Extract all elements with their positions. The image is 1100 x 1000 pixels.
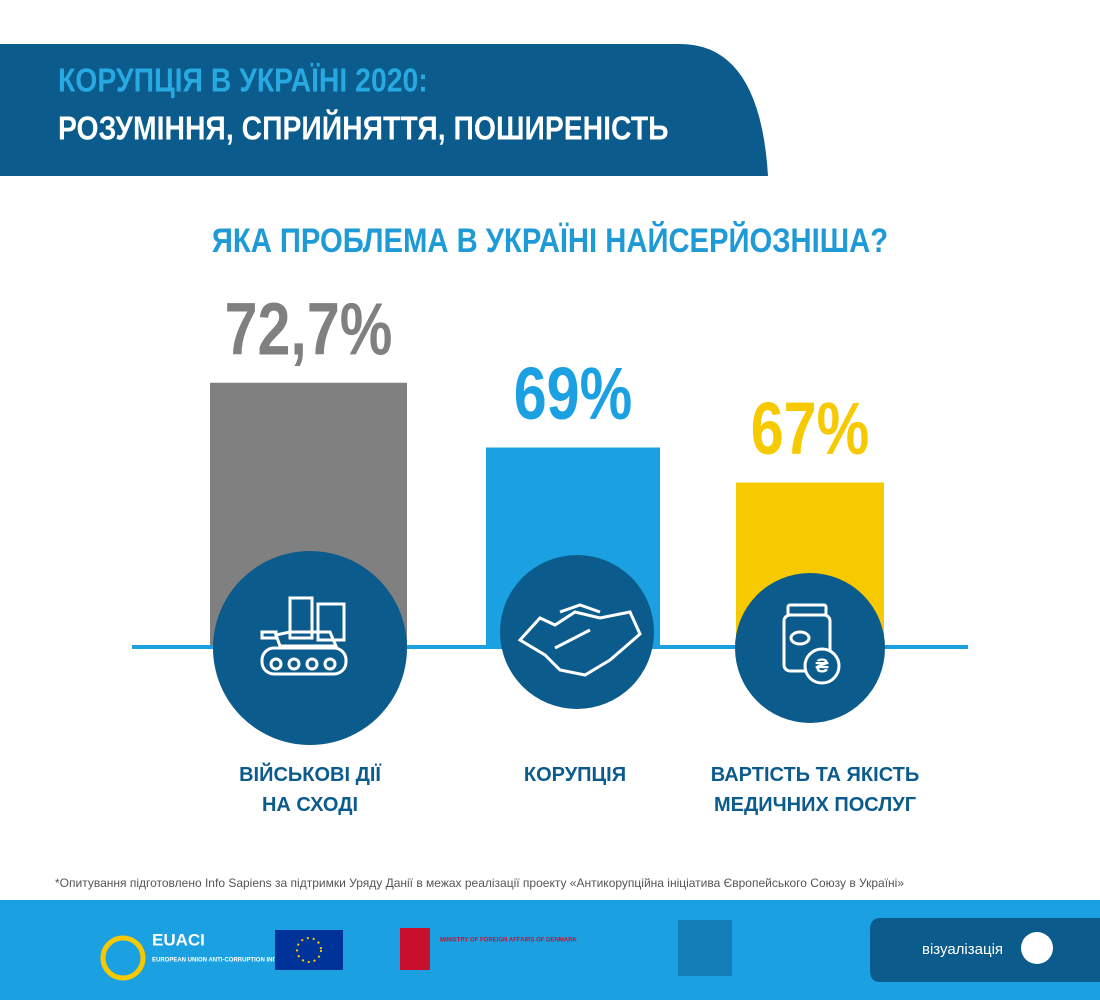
category-label: ВАРТІСТЬ ТА ЯКІСТЬ МЕДИЧНИХ ПОСЛУГ [710, 764, 920, 816]
ti-logo [1021, 932, 1053, 964]
icon-circle [735, 573, 885, 723]
euaci-full: EUROPEAN UNION ANTI-CORRUPTION INITIATIV… [152, 958, 297, 964]
header-band [0, 44, 768, 176]
handshake-icon [517, 603, 642, 677]
medicine-icon: ₴ [782, 603, 841, 685]
category-label: ВІЙСЬКОВІ ДІЇ НА СХОДІ [239, 764, 381, 816]
footnote: *Опитування підготовлено Info Sapiens за… [55, 876, 904, 890]
value-label: 69% [514, 353, 632, 436]
icons: ₴ [213, 551, 885, 745]
visualization-label: візуалізація [922, 941, 1003, 958]
partner-logo [678, 920, 732, 976]
header-title: КОРУПЦІЯ В УКРАЇНІ 2020: [58, 62, 428, 100]
eu-stars [296, 937, 322, 963]
euaci-label: EUACI [152, 930, 205, 949]
denmark-label: MINISTRY OF FOREIGN AFFAIRS OF DENMARK [440, 938, 577, 944]
euaci-logo [100, 935, 146, 981]
eu-flag [275, 930, 343, 970]
value-label: 72,7% [225, 288, 393, 371]
tank-icon [260, 596, 348, 676]
value-label: 67% [751, 388, 869, 471]
header-subtitle: РОЗУМІННЯ, СПРИЙНЯТТЯ, ПОШИРЕНІСТЬ [58, 109, 669, 148]
denmark-emblem [400, 928, 430, 970]
chart-title: ЯКА ПРОБЛЕМА В УКРАЇНІ НАЙСЕРЙОЗНІША? [212, 221, 888, 260]
svg-text:₴: ₴ [815, 655, 828, 677]
icon-circle [500, 555, 654, 709]
category-label: КОРУПЦІЯ [523, 764, 627, 786]
